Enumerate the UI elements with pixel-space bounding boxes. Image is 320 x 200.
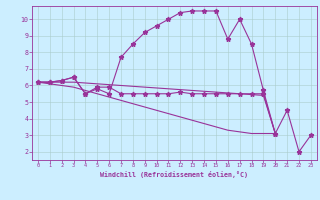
X-axis label: Windchill (Refroidissement éolien,°C): Windchill (Refroidissement éolien,°C): [100, 171, 248, 178]
